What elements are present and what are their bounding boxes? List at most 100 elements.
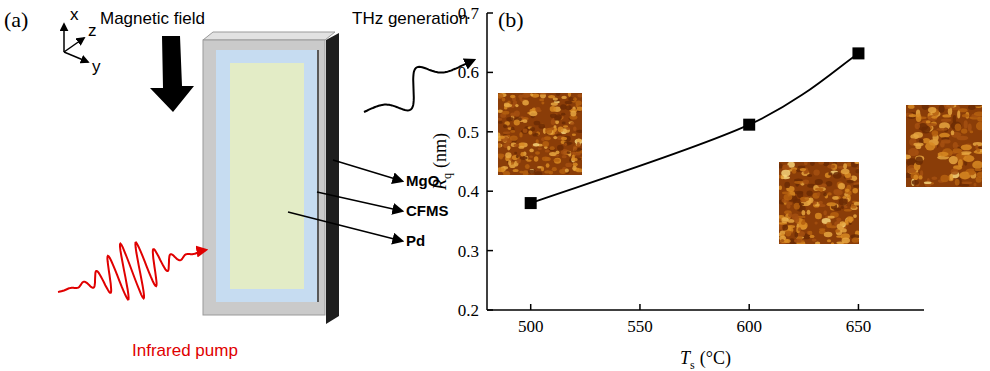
x-tick-label: 500: [518, 317, 544, 336]
inset-grain: [915, 123, 920, 129]
inset-grain: [918, 175, 922, 179]
inset-grain: [498, 93, 503, 98]
y-tick-label: 0.2: [458, 301, 479, 320]
inset-grain: [913, 143, 923, 147]
inset-grain: [968, 123, 972, 131]
inset-grain: [782, 224, 788, 230]
inset-grain: [976, 122, 982, 131]
inset-grain: [533, 143, 539, 146]
inset-grain: [836, 235, 843, 237]
inset-grain: [798, 227, 801, 231]
inset-grain: [800, 197, 809, 201]
inset-grain: [507, 146, 510, 151]
inset-grain: [941, 119, 951, 122]
inset-grain: [561, 96, 567, 99]
inset-grain: [928, 115, 938, 121]
inset-grain: [513, 169, 519, 172]
inset-grain: [803, 180, 809, 185]
inset-grain: [503, 124, 507, 128]
x-tick-label: 600: [736, 317, 762, 336]
inset-grain: [575, 101, 581, 106]
inset-grain: [502, 111, 509, 115]
inset-grain: [852, 238, 859, 243]
inset-grain: [523, 119, 528, 123]
inset-grain: [949, 156, 958, 164]
inset-grain: [577, 107, 582, 111]
inset-grain: [970, 131, 974, 134]
inset-grain: [794, 181, 803, 184]
inset-grain: [977, 116, 982, 121]
inset-grain: [565, 101, 573, 104]
inset-grain: [525, 164, 530, 169]
pump-pulse: [58, 243, 206, 300]
inset-grain: [972, 161, 982, 169]
pd-layer: [230, 63, 304, 289]
inset-grain: [498, 118, 502, 121]
inset-grain: [832, 196, 839, 200]
inset-grain: [567, 151, 571, 154]
axis-arrow: [63, 24, 65, 52]
y-tick-label: 0.4: [458, 182, 480, 201]
inset-grain: [564, 141, 571, 145]
inset-grain: [828, 216, 835, 219]
cfms-layer: [216, 50, 317, 302]
inset-grain: [913, 132, 923, 138]
inset-grain: [964, 120, 968, 128]
inset-grain: [815, 222, 818, 225]
inset-grain: [794, 216, 799, 223]
inset-grain: [936, 128, 947, 131]
inset-grain: [940, 175, 949, 182]
inset-grain: [939, 105, 945, 113]
x-tick-label: 650: [846, 317, 872, 336]
inset-grain: [908, 105, 915, 109]
inset-grain: [568, 121, 573, 124]
inset-grain: [951, 130, 955, 135]
inset-grain: [914, 175, 919, 181]
y-tick: [487, 72, 493, 74]
substrate: [203, 40, 325, 315]
inset-grain: [523, 170, 529, 175]
axis-arrow: [64, 38, 84, 52]
inset-grain: [927, 123, 937, 126]
inset-grain: [836, 229, 842, 236]
inset-grain: [519, 132, 522, 138]
inset-grain: [506, 117, 514, 121]
y-tick: [487, 250, 493, 252]
inset-grain: [529, 156, 533, 159]
inset-grain: [576, 130, 582, 133]
chart: 5005506006500.20.30.40.50.60.7Ts(°C)Rq(n…: [430, 4, 986, 371]
thin-layer: [326, 33, 339, 324]
diagram: xzyMagnetic fieldTHz generationMgOCFMSPd…: [58, 5, 474, 360]
inset-grain: [799, 203, 804, 206]
inset-grain: [792, 169, 797, 174]
inset-grain: [834, 208, 842, 211]
inset-grain: [781, 170, 790, 177]
inset-grain: [538, 148, 542, 151]
inset-grain: [813, 193, 820, 199]
inset-grain: [909, 114, 917, 117]
inset-grain: [560, 104, 567, 110]
inset-grain: [797, 191, 803, 198]
inset-grain: [922, 105, 929, 110]
inset-grain: [518, 146, 524, 149]
inset-grain: [529, 149, 533, 153]
inset-grain: [519, 171, 523, 174]
inset-grain: [924, 181, 932, 187]
x-tick: [639, 304, 641, 310]
inset-grain: [835, 229, 840, 233]
inset-grain: [834, 190, 843, 196]
inset-grain: [794, 239, 802, 243]
inset-grain: [788, 213, 792, 218]
inset-grain: [957, 110, 960, 118]
data-point: [852, 47, 864, 59]
y-tick: [487, 190, 493, 192]
x-tick: [530, 304, 532, 310]
layer-pointer: [288, 212, 402, 241]
inset-grain: [541, 137, 545, 141]
inset-grain: [510, 113, 516, 117]
axis-arrow: [64, 52, 88, 62]
inset-grain: [823, 192, 827, 196]
inset-grain: [529, 111, 537, 116]
inset-grain: [573, 145, 577, 150]
inset-grain: [807, 210, 811, 215]
